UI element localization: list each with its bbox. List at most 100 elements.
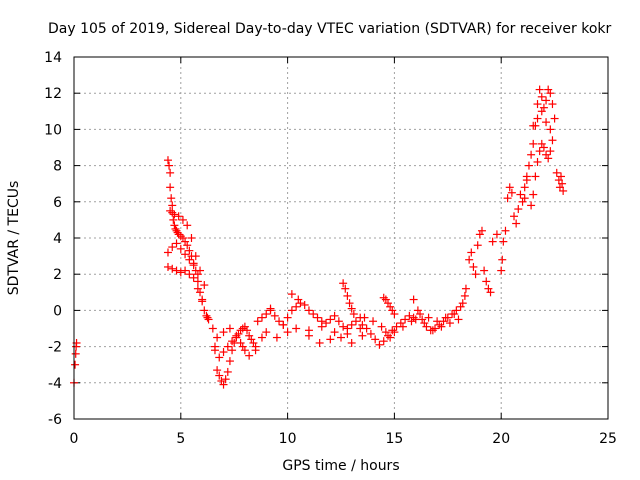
data-point <box>475 230 484 239</box>
data-point <box>484 284 493 293</box>
data-point <box>166 183 175 192</box>
data-point <box>163 248 172 257</box>
data-point <box>527 150 536 159</box>
data-point <box>257 333 266 342</box>
data-point <box>524 161 533 170</box>
data-point <box>480 266 489 275</box>
data-point <box>266 304 275 313</box>
y-tick-label: 0 <box>53 303 62 319</box>
data-point <box>535 147 544 156</box>
data-point <box>507 188 516 197</box>
data-point <box>168 264 177 273</box>
data-point <box>168 208 177 217</box>
data-point <box>542 118 551 127</box>
data-point <box>537 139 546 148</box>
data-point <box>172 226 181 235</box>
data-point <box>183 221 192 230</box>
y-tick-label: -6 <box>48 412 62 428</box>
x-tick-label: 0 <box>70 431 79 447</box>
data-point <box>388 326 397 335</box>
data-point <box>351 317 360 326</box>
data-point <box>552 168 561 177</box>
data-point <box>337 333 345 342</box>
data-point <box>334 317 343 326</box>
data-point <box>548 136 557 145</box>
data-point <box>537 92 546 101</box>
data-point <box>473 241 482 250</box>
data-point <box>215 371 224 380</box>
data-point <box>339 279 348 288</box>
data-point <box>166 168 175 177</box>
data-point <box>238 342 247 351</box>
data-point <box>445 319 454 328</box>
data-point <box>514 205 523 214</box>
data-point <box>253 317 262 326</box>
data-point <box>223 367 232 376</box>
data-point <box>548 100 557 109</box>
data-point <box>533 157 542 166</box>
data-point <box>383 331 392 340</box>
data-point <box>379 337 388 346</box>
data-point <box>531 172 540 181</box>
data-point <box>198 295 207 304</box>
y-tick-label: 4 <box>53 231 62 247</box>
data-point <box>326 335 335 344</box>
data-point <box>516 190 525 199</box>
y-tick-label: 14 <box>44 50 62 66</box>
data-point <box>193 284 202 293</box>
data-point <box>178 234 187 242</box>
data-point <box>358 331 367 340</box>
data-point <box>379 293 388 302</box>
data-point <box>236 338 245 347</box>
data-point <box>437 322 446 331</box>
data-point <box>546 125 555 134</box>
data-point <box>544 85 553 94</box>
data-point <box>349 310 358 319</box>
data-point <box>181 237 190 246</box>
x-axis-label: GPS time / hours <box>282 458 399 474</box>
data-point <box>257 313 266 322</box>
data-point <box>181 266 190 275</box>
data-point <box>168 243 177 252</box>
data-point <box>330 328 339 337</box>
data-point <box>510 212 519 221</box>
y-axis-label: SDTVAR / TECUs <box>6 181 22 296</box>
data-point <box>428 326 437 335</box>
data-point <box>169 215 178 224</box>
data-point <box>398 322 407 331</box>
data-point <box>546 147 555 156</box>
data-point <box>71 349 80 358</box>
data-point <box>174 212 183 221</box>
data-point <box>176 268 185 277</box>
data-point <box>166 206 175 215</box>
data-point <box>167 194 176 203</box>
data-point <box>283 328 292 337</box>
x-tick-label: 10 <box>279 431 297 447</box>
data-point <box>185 255 194 264</box>
data-point <box>424 313 433 322</box>
grid <box>74 57 608 419</box>
data-point <box>497 266 506 275</box>
data-point <box>430 324 439 333</box>
data-point <box>228 346 237 355</box>
data-point <box>304 306 313 315</box>
data-point <box>204 315 213 324</box>
data-point <box>217 376 226 385</box>
data-point <box>461 284 470 293</box>
data-point <box>185 270 194 279</box>
data-point <box>450 310 459 319</box>
data-point <box>486 288 495 297</box>
data-point <box>467 248 476 257</box>
data-point <box>219 348 228 357</box>
data-point <box>170 210 179 219</box>
data-point <box>386 333 395 342</box>
data-point <box>533 114 542 123</box>
data-point <box>339 322 348 331</box>
data-point <box>279 320 288 329</box>
x-tick-label: 25 <box>599 431 617 447</box>
data-point <box>512 219 521 228</box>
data-point <box>163 262 172 271</box>
data-point <box>401 315 410 324</box>
data-point <box>409 295 418 304</box>
